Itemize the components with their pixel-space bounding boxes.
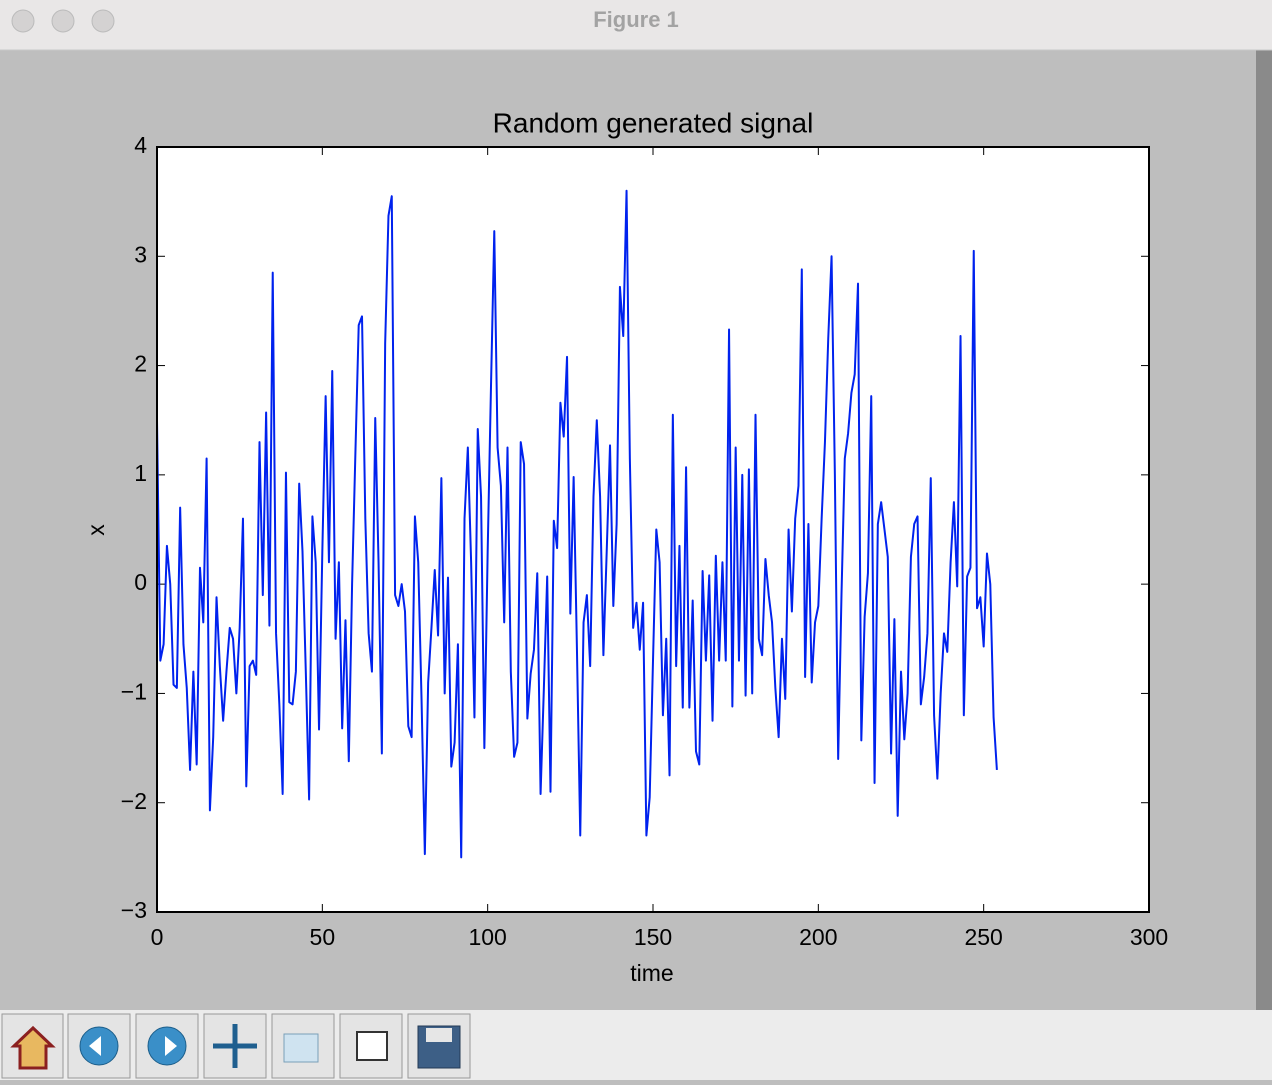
y-tick-label: 0 xyxy=(134,569,147,595)
plot-frame xyxy=(156,146,1150,913)
x-tick-label: 250 xyxy=(964,924,1002,950)
zoom-button[interactable] xyxy=(91,9,115,33)
toolbar-buttons xyxy=(1,1013,471,1079)
y-tick-label: 2 xyxy=(134,351,147,377)
chart-title: Random generated signal xyxy=(493,107,814,138)
close-button[interactable] xyxy=(11,9,35,33)
y-tick-label: 3 xyxy=(134,241,147,267)
x-tick-label: 50 xyxy=(310,924,336,950)
x-tick-label: 150 xyxy=(634,924,672,950)
pan-icon xyxy=(213,1024,257,1068)
signal-line xyxy=(156,189,998,859)
subplots-icon xyxy=(356,1031,388,1061)
window-shadow xyxy=(1256,50,1272,1010)
save-icon-label xyxy=(426,1028,452,1042)
home-icon xyxy=(10,1025,56,1070)
window-title: Figure 1 xyxy=(593,7,679,32)
title-bar xyxy=(0,0,1272,50)
x-tick-label: 300 xyxy=(1130,924,1168,950)
plot-area xyxy=(157,147,1149,912)
back-arrow xyxy=(89,1036,101,1056)
x-tick-label: 0 xyxy=(151,924,164,950)
x-axis-label: time xyxy=(630,960,673,986)
y-tick-label: −2 xyxy=(121,788,147,814)
y-axis-label: x xyxy=(83,524,109,536)
zoom-rect-icon xyxy=(283,1033,319,1063)
x-tick-label: 100 xyxy=(468,924,506,950)
y-tick-label: −1 xyxy=(121,679,147,705)
x-tick-label: 200 xyxy=(799,924,837,950)
y-tick-label: 1 xyxy=(134,460,147,486)
minimize-button[interactable] xyxy=(51,9,75,33)
y-tick-label: 4 xyxy=(134,132,147,158)
y-tick-label: −3 xyxy=(121,897,147,923)
forward-arrow xyxy=(165,1036,177,1056)
